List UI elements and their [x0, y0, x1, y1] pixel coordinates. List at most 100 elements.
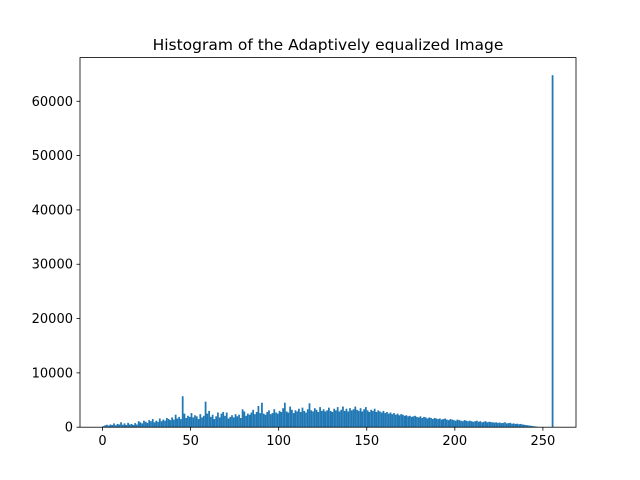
bar: [458, 420, 461, 428]
bar: [287, 412, 290, 428]
bar: [391, 414, 394, 428]
bar: [438, 418, 441, 428]
bar: [222, 411, 225, 428]
bar: [525, 425, 528, 428]
bar: [477, 421, 480, 428]
bar: [273, 409, 276, 428]
bar: [310, 410, 313, 428]
bar: [322, 409, 325, 428]
bar: [241, 409, 244, 428]
bar: [491, 422, 494, 428]
bar: [475, 420, 478, 428]
bar: [417, 417, 420, 428]
bar: [498, 422, 501, 428]
y-tick-label: 20000: [32, 312, 73, 327]
bar: [347, 411, 350, 428]
bar: [502, 422, 505, 428]
bar: [484, 421, 487, 428]
bar: [453, 420, 455, 428]
bar: [359, 408, 362, 428]
bar: [437, 419, 439, 428]
bar: [331, 411, 334, 428]
x-tick-label: 0: [98, 434, 106, 449]
bar: [474, 421, 476, 428]
bar: [294, 410, 297, 428]
bar: [151, 419, 154, 428]
bar: [195, 416, 198, 428]
bar: [398, 415, 401, 428]
bar: [375, 411, 378, 428]
bar: [340, 409, 343, 428]
bar: [326, 410, 328, 428]
bar: [343, 410, 346, 428]
bar: [472, 421, 475, 428]
bar: [352, 409, 355, 428]
bar: [144, 421, 147, 428]
bar: [137, 421, 140, 428]
bar: [220, 413, 223, 428]
bar: [162, 419, 165, 428]
bar: [188, 416, 191, 428]
bar: [183, 413, 186, 428]
bar: [285, 411, 288, 428]
bar: [254, 414, 256, 428]
bar: [280, 411, 283, 428]
bar: [174, 414, 177, 428]
bar: [516, 423, 519, 428]
bar: [150, 421, 152, 428]
plot-area: [102, 75, 554, 428]
bar: [507, 423, 510, 428]
bar: [350, 410, 353, 428]
bar: [201, 417, 203, 428]
bar: [215, 416, 218, 428]
bar: [500, 423, 503, 428]
bar: [320, 410, 323, 428]
bar: [153, 422, 156, 428]
bar: [246, 413, 249, 428]
bar: [493, 422, 496, 428]
bar: [202, 415, 205, 428]
bar: [206, 413, 209, 428]
bar: [169, 420, 172, 428]
bar: [400, 414, 402, 428]
bar: [252, 409, 255, 428]
bar: [433, 417, 436, 428]
bar: [460, 420, 462, 428]
bar: [299, 411, 302, 428]
bar: [236, 416, 239, 428]
bar: [317, 411, 320, 428]
bar: [486, 422, 489, 428]
bar: [481, 422, 483, 428]
bar: [190, 413, 193, 428]
bar: [123, 423, 126, 428]
y-tick-label: 30000: [32, 258, 73, 273]
bar: [335, 410, 337, 428]
bar: [479, 421, 482, 428]
bar: [239, 417, 242, 428]
bar: [364, 407, 367, 428]
bar: [164, 420, 166, 428]
bar: [407, 416, 410, 428]
bar: [336, 407, 339, 428]
bar: [396, 413, 399, 428]
bar: [197, 419, 200, 428]
bar: [497, 422, 499, 428]
bar: [333, 408, 336, 428]
bar: [109, 424, 112, 428]
bar: [160, 421, 163, 428]
bar: [185, 417, 188, 428]
bar: [370, 409, 373, 428]
bar: [505, 423, 508, 428]
bar: [382, 410, 385, 428]
bar: [363, 409, 365, 428]
bar: [401, 414, 404, 428]
bar: [231, 415, 233, 428]
bar: [305, 412, 307, 428]
bar: [171, 417, 173, 428]
bar: [349, 408, 351, 428]
bar: [199, 414, 202, 428]
bar: [514, 423, 517, 428]
bar: [139, 422, 142, 428]
bar: [245, 415, 247, 428]
bar: [187, 415, 189, 428]
